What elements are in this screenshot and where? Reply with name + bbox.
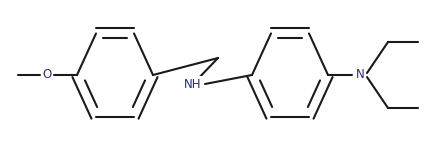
Text: O: O (42, 68, 51, 81)
Text: N: N (356, 68, 364, 81)
Text: NH: NH (184, 77, 202, 90)
